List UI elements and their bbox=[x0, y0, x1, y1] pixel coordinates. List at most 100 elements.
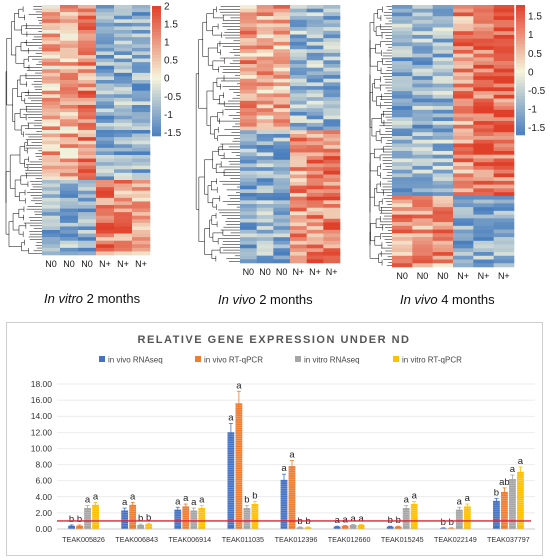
significance-letter: a bbox=[175, 496, 181, 507]
heatmap-1-column-label: N+ bbox=[117, 259, 129, 269]
bar bbox=[280, 479, 288, 529]
legend-entry: in vivo RNAseq bbox=[99, 356, 163, 365]
y-tick-label: 14.00 bbox=[31, 411, 53, 421]
bar bbox=[84, 508, 91, 529]
bar bbox=[145, 524, 153, 529]
colorbar-tick-label: 0 bbox=[528, 67, 534, 78]
y-tick-label: 16.00 bbox=[31, 395, 53, 405]
colorbar-tick-label: -0.5 bbox=[164, 92, 182, 103]
x-tick-label: TEAK012396 bbox=[275, 535, 318, 544]
heatmap-panels: N0 N0 N0 N+ N+ N+21.510.50-0.5-1-1.5N0 N0 N0 N+ N… bbox=[5, 2, 546, 281]
legend-swatch bbox=[295, 356, 301, 362]
colorbar-tick-label: 0.5 bbox=[528, 49, 542, 60]
chart-title: RELATIVE GENE EXPRESSION UNDER ND bbox=[138, 334, 411, 346]
significance-letter: a bbox=[93, 491, 99, 502]
significance-letter: a bbox=[457, 496, 463, 507]
bar bbox=[394, 526, 402, 529]
bar bbox=[288, 466, 296, 529]
bar bbox=[251, 504, 259, 529]
heatmap-2: N0 N0 N0 N+ N+ N+ bbox=[195, 5, 341, 277]
x-tick-label: TEAK012660 bbox=[328, 535, 371, 544]
heatmap-3-column-label: N0 bbox=[417, 271, 429, 281]
bar bbox=[517, 471, 524, 529]
bar bbox=[357, 524, 365, 529]
y-gridlines bbox=[57, 383, 535, 530]
bar bbox=[296, 527, 304, 529]
significance-letter: a bbox=[236, 380, 242, 391]
legend-label: in vivo RT-qPCR bbox=[204, 356, 263, 365]
heatmap-1-column-label: N+ bbox=[99, 259, 111, 269]
significance-letter: a bbox=[510, 464, 516, 475]
bar bbox=[493, 500, 500, 529]
legend-entry: in vitro RT-qPCR bbox=[393, 356, 462, 365]
significance-letter: a bbox=[289, 450, 295, 461]
x-tick-label: TEAK015245 bbox=[381, 535, 424, 544]
bar bbox=[509, 479, 516, 529]
bar bbox=[235, 403, 243, 529]
significance-letter: ab bbox=[499, 477, 510, 488]
heatmap-3-colorbar: 1.5 1 0.5 0 -0.5 -1 -1.5 bbox=[516, 5, 546, 136]
colorbar-tick-label: 1 bbox=[528, 30, 534, 41]
bar bbox=[76, 525, 83, 529]
heatmap-1-column-label: N+ bbox=[135, 259, 147, 269]
heatmap-caption-3: In vivo 4 months bbox=[400, 292, 495, 307]
bar bbox=[68, 525, 75, 529]
legend-swatch bbox=[195, 356, 201, 362]
colorbar-tick-label: 0.5 bbox=[164, 56, 178, 67]
x-tick-label: TEAK006843 bbox=[115, 535, 158, 544]
significance-letter: a bbox=[191, 497, 197, 508]
significance-letter: a bbox=[518, 456, 524, 467]
bar bbox=[182, 506, 190, 529]
bar-chart: RELATIVE GENE EXPRESSION UNDER ND in vivo… bbox=[31, 334, 535, 544]
x-tick-label: TEAK022149 bbox=[434, 535, 477, 544]
significance-letter: b bbox=[449, 517, 454, 528]
significance-letter: a bbox=[130, 491, 136, 502]
bar bbox=[402, 508, 410, 529]
bar bbox=[198, 508, 206, 529]
x-tick-label: TEAK037797 bbox=[487, 535, 530, 544]
significance-letter: a bbox=[350, 514, 356, 525]
heatmap-2-column-label: N+ bbox=[292, 267, 304, 277]
colorbar-tick-label: -1.5 bbox=[164, 128, 182, 139]
heatmap-caption-3-italic: In vivo bbox=[400, 292, 438, 307]
significance-letter: a bbox=[281, 463, 287, 474]
y-tick-label: 12.00 bbox=[31, 427, 53, 437]
y-tick-label: 10.00 bbox=[31, 443, 53, 453]
bar bbox=[121, 510, 129, 529]
heatmap-caption-1: In vitro 2 months bbox=[44, 291, 140, 306]
y-tick-label: 8.00 bbox=[35, 460, 52, 470]
x-tick-label: TEAK005826 bbox=[62, 535, 105, 544]
significance-letter: b bbox=[441, 517, 446, 528]
heatmap-1-column-label: N0 bbox=[45, 259, 57, 269]
bar bbox=[304, 527, 312, 529]
bar bbox=[129, 504, 137, 529]
legend-label: in vitro RT-qPCR bbox=[402, 356, 462, 365]
bar bbox=[455, 509, 463, 529]
significance-letter: b bbox=[69, 514, 74, 525]
x-tick-label: TEAK006914 bbox=[168, 535, 211, 544]
bar bbox=[341, 525, 349, 529]
heatmap-3-dendrogram bbox=[369, 6, 392, 266]
bar bbox=[174, 509, 182, 529]
heatmap-3-column-label: N+ bbox=[457, 271, 469, 281]
significance-letter: b bbox=[252, 491, 257, 502]
heatmap-2-dendrogram bbox=[195, 6, 240, 262]
legend-entry: in vivo RT-qPCR bbox=[195, 356, 263, 365]
significance-letter: b bbox=[146, 512, 151, 523]
heatmap-caption-2: In vivo 2 months bbox=[218, 292, 313, 307]
significance-letter: b bbox=[77, 514, 82, 525]
colorbar-tick-label: 2 bbox=[164, 2, 170, 13]
heatmap-1-column-label: N0 bbox=[63, 259, 75, 269]
heatmap-2-column-label: N0 bbox=[276, 267, 288, 277]
colorbar-tick-label: -1 bbox=[164, 110, 173, 121]
x-tick-label: TEAK011035 bbox=[222, 535, 264, 544]
significance-letter: a bbox=[199, 495, 205, 506]
heatmap-1: N0 N0 N0 N+ N+ N+ 2 1.5 1 0.5 0 -0.5 -1 -1.5 bbox=[5, 2, 182, 269]
significance-letter: a bbox=[342, 514, 348, 525]
heatmap-2-column-label: N0 bbox=[259, 267, 271, 277]
heatmap-caption-1-rest: 2 months bbox=[83, 291, 141, 306]
significance-letter: a bbox=[404, 495, 410, 506]
heatmap-1-column-label: N0 bbox=[81, 259, 93, 269]
legend-entry: in vitro RNAseq bbox=[295, 356, 360, 365]
legend-label: in vitro RNAseq bbox=[304, 356, 360, 365]
